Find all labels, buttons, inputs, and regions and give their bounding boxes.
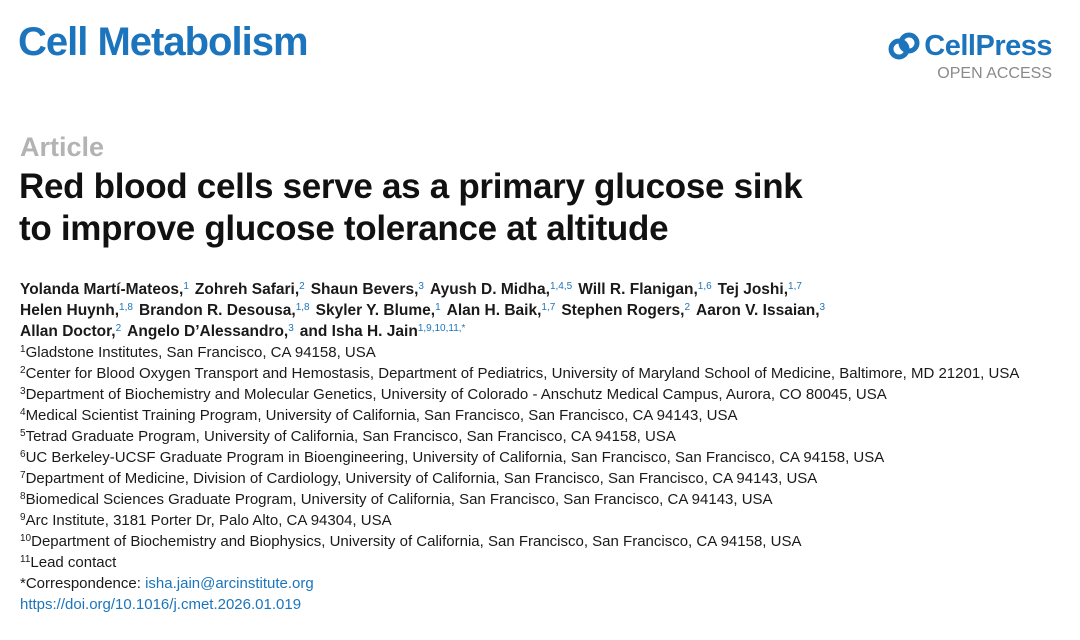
author-affiliation-ref: 1,6	[697, 281, 712, 292]
author-name: Allan Doctor,	[20, 323, 116, 340]
author: Helen Huynh,1,8	[20, 302, 133, 319]
author-line: Yolanda Martí-Mateos,1 Zohreh Safari,2 Sha…	[20, 279, 825, 300]
article-type: Article	[20, 132, 105, 162]
affiliation: 3Department of Biochemistry and Molecula…	[20, 384, 1060, 405]
logo-icon	[888, 32, 920, 59]
affiliation-text: Department of Biochemistry and Biophysic…	[31, 533, 802, 550]
affiliation: 2Center for Blood Oxygen Transport and H…	[20, 363, 1060, 384]
logo-row: CellPress	[888, 30, 1052, 63]
author: Angelo D’Alessandro,3	[127, 323, 294, 340]
affiliation: 11Lead contact	[20, 552, 1060, 573]
author-affiliation-ref: 1,8	[295, 302, 310, 313]
correspondence-label: *Correspondence:	[20, 575, 146, 592]
author-affiliation-ref: 1,9,10,11,*	[417, 323, 466, 334]
author: Shaun Bevers,3	[311, 281, 424, 298]
affiliation-number: 5	[20, 428, 26, 439]
journal-name: Cell Metabolism	[18, 20, 309, 64]
publisher-logo: CellPress OPEN ACCESS	[888, 30, 1052, 83]
affiliation-text: Biomedical Sciences Graduate Program, Un…	[25, 491, 773, 508]
affiliation-text: Tetrad Graduate Program, University of C…	[25, 428, 676, 445]
author-affiliation-ref: 3	[819, 302, 826, 313]
author-affiliation-ref: 2	[115, 323, 122, 334]
affiliation-text: Gladstone Institutes, San Francisco, CA …	[25, 344, 376, 361]
affiliation-number: 3	[20, 386, 26, 397]
affiliation-number: 1	[20, 344, 26, 355]
affiliation: 9Arc Institute, 3181 Porter Dr, Palo Alt…	[20, 510, 1060, 531]
affiliation-list: 1Gladstone Institutes, San Francisco, CA…	[20, 342, 1060, 615]
author: Stephen Rogers,2	[561, 302, 690, 319]
affiliation-text: Lead contact	[30, 554, 117, 571]
author: Ayush D. Midha,1,4,5	[430, 281, 572, 298]
author-list: Yolanda Martí-Mateos,1 Zohreh Safari,2 Sha…	[20, 279, 825, 342]
author-affiliation-ref: 3	[288, 323, 294, 334]
affiliation: 1Gladstone Institutes, San Francisco, CA…	[20, 342, 1060, 363]
affiliation-text: UC Berkeley-UCSF Graduate Program in Bio…	[25, 449, 885, 466]
author-name: Stephen Rogers,	[561, 302, 685, 319]
affiliation-number: 6	[20, 449, 26, 460]
author: Allan Doctor,2	[20, 323, 121, 340]
affiliation-number: 10	[20, 533, 32, 544]
author: Zohreh Safari,2	[195, 281, 305, 298]
author-affiliation-ref: 1,7	[788, 281, 802, 292]
affiliation: 7Department of Medicine, Division of Car…	[20, 468, 1060, 489]
author-name: Alan H. Baik,	[446, 302, 542, 319]
author-affiliation-ref: 1,8	[119, 302, 133, 313]
author-line: Allan Doctor,2 Angelo D’Alessandro,3 and I…	[20, 321, 825, 342]
affiliation-text: Arc Institute, 3181 Porter Dr, Palo Alto…	[25, 512, 392, 529]
affiliation-number: 11	[20, 554, 31, 565]
author: Brandon R. Desousa,1,8	[139, 302, 310, 319]
author-name: Tej Joshi,	[717, 281, 789, 298]
author-name: Helen Huynh,	[20, 302, 120, 319]
author: Skyler Y. Blume,1	[316, 302, 441, 319]
author: Yolanda Martí-Mateos,1	[20, 281, 189, 298]
author: Will R. Flanigan,1,6	[578, 281, 711, 298]
correspondence: *Correspondence: isha.jain@arcinstitute.…	[20, 573, 1060, 594]
open-access: OPEN ACCESS	[937, 65, 1052, 82]
author-name: Brandon R. Desousa,	[138, 302, 296, 319]
author-line: Helen Huynh,1,8 Brandon R. Desousa,1,8 Sky…	[20, 300, 825, 321]
doi-link[interactable]: https://doi.org/10.1016/j.cmet.2026.01.0…	[20, 596, 302, 613]
affiliation: 4Medical Scientist Training Program, Uni…	[20, 405, 1060, 426]
publisher: CellPress	[924, 30, 1052, 62]
affiliation-number: 8	[20, 491, 26, 502]
affiliation-text: Medical Scientist Training Program, Univ…	[25, 407, 738, 424]
affiliation-text: Center for Blood Oxygen Transport and He…	[25, 365, 1020, 382]
affiliation: 6UC Berkeley-UCSF Graduate Program in Bi…	[20, 447, 1060, 468]
affiliation: 10Department of Biochemistry and Biophys…	[20, 531, 1060, 552]
author-name: Will R. Flanigan,	[578, 281, 698, 298]
affiliation-number: 7	[20, 470, 26, 481]
affiliation-number: 9	[20, 512, 26, 523]
affiliation-number: 4	[20, 407, 26, 418]
title-line: to improve glucose tolerance at altitude	[19, 209, 669, 248]
author-name: Zohreh Safari,	[194, 281, 300, 298]
correspondence-email[interactable]: isha.jain@arcinstitute.org	[145, 575, 314, 592]
affiliation: 5Tetrad Graduate Program, University of …	[20, 426, 1060, 447]
author-name: Ayush D. Midha,	[429, 281, 550, 298]
author: Aaron V. Issaian,3	[696, 302, 825, 319]
author-name: Yolanda Martí-Mateos,	[20, 281, 184, 298]
author: and Isha H. Jain1,9,10,11,*	[300, 323, 466, 340]
author-affiliation-ref: 3	[418, 281, 424, 292]
author-affiliation-ref: 2	[684, 302, 691, 313]
affiliation: 8Biomedical Sciences Graduate Program, U…	[20, 489, 1060, 510]
affiliation-number: 2	[20, 365, 26, 376]
author-affiliation-ref: 1	[183, 281, 189, 292]
author-affiliation-ref: 1,4,5	[549, 281, 573, 292]
author-name: Angelo D’Alessandro,	[127, 323, 289, 340]
author-name: and Isha H. Jain	[299, 323, 418, 340]
affiliation-text: Department of Medicine, Division of Card…	[25, 470, 818, 487]
author-name: Shaun Bevers,	[310, 281, 419, 298]
author: Alan H. Baik,1,7	[447, 302, 556, 319]
author-name: Aaron V. Issaian,	[696, 302, 820, 319]
author: Tej Joshi,1,7	[718, 281, 802, 298]
author-affiliation-ref: 1,7	[541, 302, 556, 313]
author-affiliation-ref: 1	[435, 302, 441, 313]
affiliation-text: Department of Biochemistry and Molecular…	[25, 386, 887, 403]
author-affiliation-ref: 2	[299, 281, 305, 292]
title-line: Red blood cells serve as a primary gluco…	[19, 167, 803, 206]
article-title: Red blood cells serve as a primary gluco…	[19, 166, 803, 250]
author-name: Skyler Y. Blume,	[315, 302, 436, 319]
